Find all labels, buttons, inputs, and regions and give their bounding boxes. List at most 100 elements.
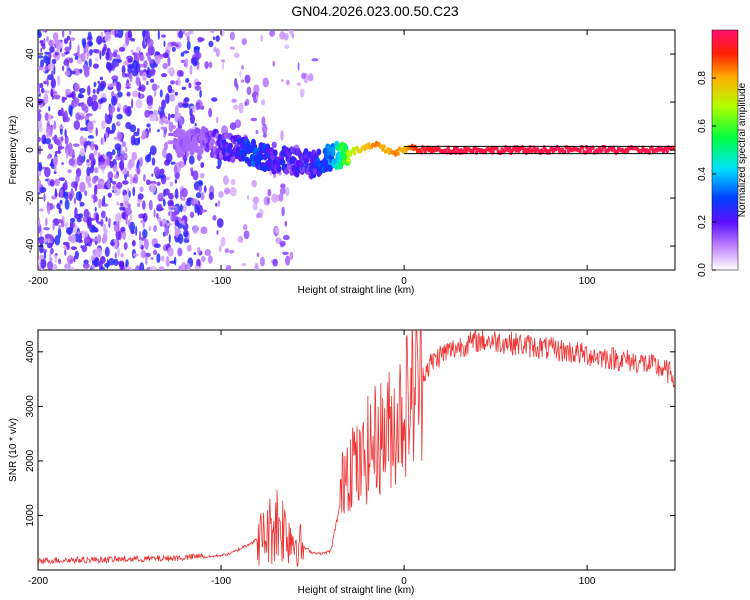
spectral-blob: [280, 129, 284, 141]
spectral-blob: [74, 250, 79, 260]
spectral-blob: [64, 249, 67, 256]
y-tick-label: 2000: [25, 449, 36, 472]
spectral-blob: [79, 232, 83, 242]
spectral-blob: [198, 181, 204, 187]
spectral-track-mark: [276, 165, 282, 173]
spectral-blob: [144, 30, 151, 41]
spectral-blob: [151, 83, 158, 92]
spectral-blob: [53, 204, 56, 210]
spectral-track-mark: [262, 153, 268, 161]
spectral-blob: [162, 147, 167, 158]
spectral-blob: [48, 105, 51, 112]
spectral-blob: [123, 60, 129, 66]
spectral-blob: [169, 94, 175, 102]
spectral-blob: [296, 82, 301, 86]
spectral-blob: [79, 135, 85, 146]
spectral-blob: [56, 203, 61, 210]
spectral-blob: [88, 58, 92, 68]
spectral-blob: [186, 245, 192, 252]
spectral-blob: [142, 71, 147, 82]
spectral-track-mark: [248, 144, 254, 152]
spectral-blob: [171, 46, 176, 52]
spectral-blob: [153, 243, 161, 249]
spectral-blob: [154, 54, 161, 65]
spectral-blob: [123, 242, 128, 251]
spectral-blob: [39, 82, 44, 89]
spectral-blob: [78, 112, 86, 116]
spectral-blob: [91, 165, 95, 170]
spectral-blob: [159, 53, 163, 58]
spectral-blob: [158, 105, 161, 113]
spectral-blob: [190, 57, 194, 64]
spectral-blob: [63, 191, 69, 200]
spectral-blob: [150, 256, 154, 261]
spectral-blob: [74, 83, 80, 92]
spectral-blob: [197, 209, 200, 216]
spectral-blob: [124, 107, 131, 115]
spectral-blob: [113, 258, 119, 266]
spectral-blob: [80, 127, 85, 131]
spectral-track-mark: [227, 142, 233, 150]
spectral-blob: [93, 184, 98, 196]
spectral-blob: [120, 253, 124, 258]
spectral-blob: [77, 44, 80, 55]
spectral-blob: [69, 37, 76, 41]
spectral-blob: [61, 52, 66, 58]
spectral-blob: [189, 108, 193, 117]
spectral-blob: [167, 132, 175, 137]
spectral-blob: [159, 89, 163, 98]
spectral-blob: [78, 191, 82, 202]
spectral-blob: [113, 81, 117, 87]
spectral-blob: [148, 127, 152, 133]
spectral-blob: [126, 91, 131, 97]
spectral-blob: [216, 230, 219, 235]
spectral-blob: [64, 221, 69, 230]
spectral-blob: [84, 190, 88, 197]
spectral-blob: [95, 127, 98, 137]
spectral-blob: [94, 206, 97, 212]
spectral-track-mark: [382, 144, 386, 149]
spectral-blob: [46, 35, 49, 43]
spectral-blob: [82, 137, 88, 142]
spectral-blob: [84, 236, 91, 244]
spectral-blob: [164, 119, 171, 125]
spectral-blob: [193, 198, 199, 206]
spectral-track-mark: [224, 131, 230, 139]
spectral-blob: [157, 85, 160, 89]
spectral-blob: [170, 80, 175, 85]
spectral-blob: [38, 109, 42, 113]
spectral-blob: [149, 145, 157, 156]
spectral-blob: [62, 65, 65, 72]
spectral-blob: [91, 100, 99, 112]
spectral-blob: [145, 154, 152, 163]
spectral-blob: [54, 254, 58, 263]
spectral-blob: [68, 142, 73, 153]
spectral-blob: [156, 51, 161, 56]
spectral-blob: [89, 49, 93, 55]
spectral-blob: [167, 199, 174, 207]
spectral-blob: [168, 233, 171, 244]
spectral-blob: [153, 90, 157, 97]
spectral-blob: [271, 141, 277, 149]
spectral-track-mark: [401, 149, 405, 154]
spectral-blob: [193, 252, 197, 256]
spectral-blob: [94, 57, 99, 62]
spectral-blob: [267, 188, 272, 197]
spectral-blob: [161, 34, 166, 38]
spectral-blob: [119, 159, 125, 171]
spectral-blob: [222, 175, 229, 186]
spectral-blob: [229, 187, 237, 197]
spectral-blob: [66, 35, 71, 41]
spectral-blob: [60, 107, 64, 117]
spectral-blob: [39, 186, 47, 193]
spectral-blob: [189, 114, 196, 125]
spectral-blob: [170, 113, 176, 119]
spectral-blob: [229, 249, 235, 254]
snr-panel: -200 -100 0 100 1000 2000 3000 4000 Height of …: [8, 329, 676, 596]
spectral-blob: [200, 226, 208, 235]
spectral-blob: [66, 243, 70, 251]
spectral-blob: [86, 159, 90, 163]
spectral-blob: [208, 107, 213, 118]
spectral-blob: [125, 215, 128, 225]
spectral-blob: [137, 202, 141, 208]
